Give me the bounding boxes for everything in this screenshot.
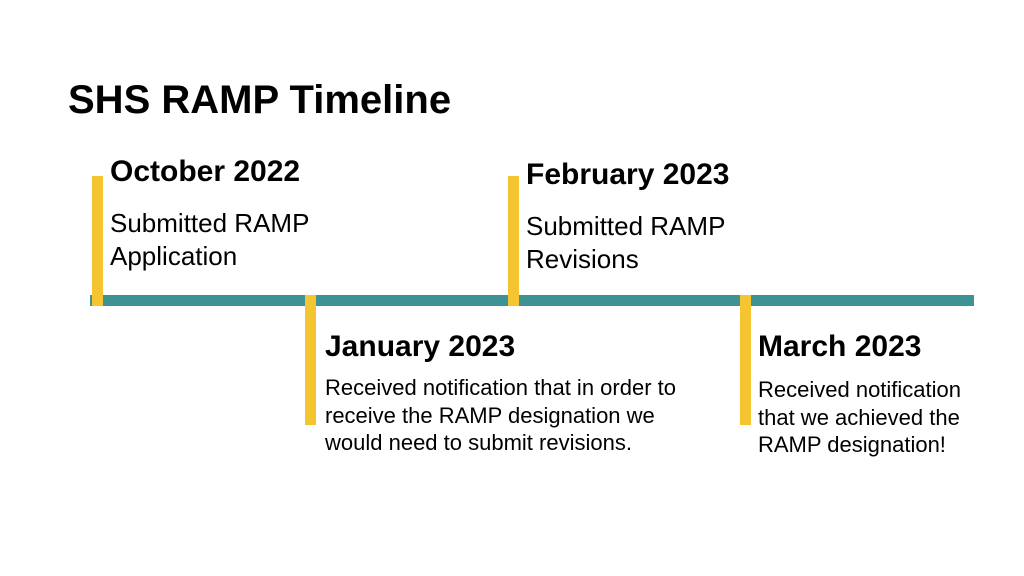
timeline-axis [90, 295, 974, 306]
event-desc: Submitted RAMP Revisions [526, 210, 806, 275]
timeline-event-feb-2023: February 2023 Submitted RAMP Revisions [526, 158, 806, 275]
timeline-event-mar-2023: March 2023 Received notification that we … [758, 330, 983, 459]
timeline-marker-oct-2022 [92, 176, 103, 306]
timeline-event-oct-2022: October 2022 Submitted RAMP Application [110, 155, 400, 272]
timeline-marker-feb-2023 [508, 176, 519, 306]
event-desc: Received notification that we achieved t… [758, 376, 983, 459]
timeline-title: SHS RAMP Timeline [68, 78, 451, 123]
timeline-marker-jan-2023 [305, 295, 316, 425]
event-desc: Submitted RAMP Application [110, 207, 400, 272]
event-date: March 2023 [758, 330, 983, 364]
event-date: January 2023 [325, 330, 695, 364]
event-desc: Received notification that in order to r… [325, 374, 695, 457]
event-date: February 2023 [526, 158, 806, 192]
timeline-marker-mar-2023 [740, 295, 751, 425]
event-date: October 2022 [110, 155, 400, 189]
timeline-event-jan-2023: January 2023 Received notification that i… [325, 330, 695, 457]
